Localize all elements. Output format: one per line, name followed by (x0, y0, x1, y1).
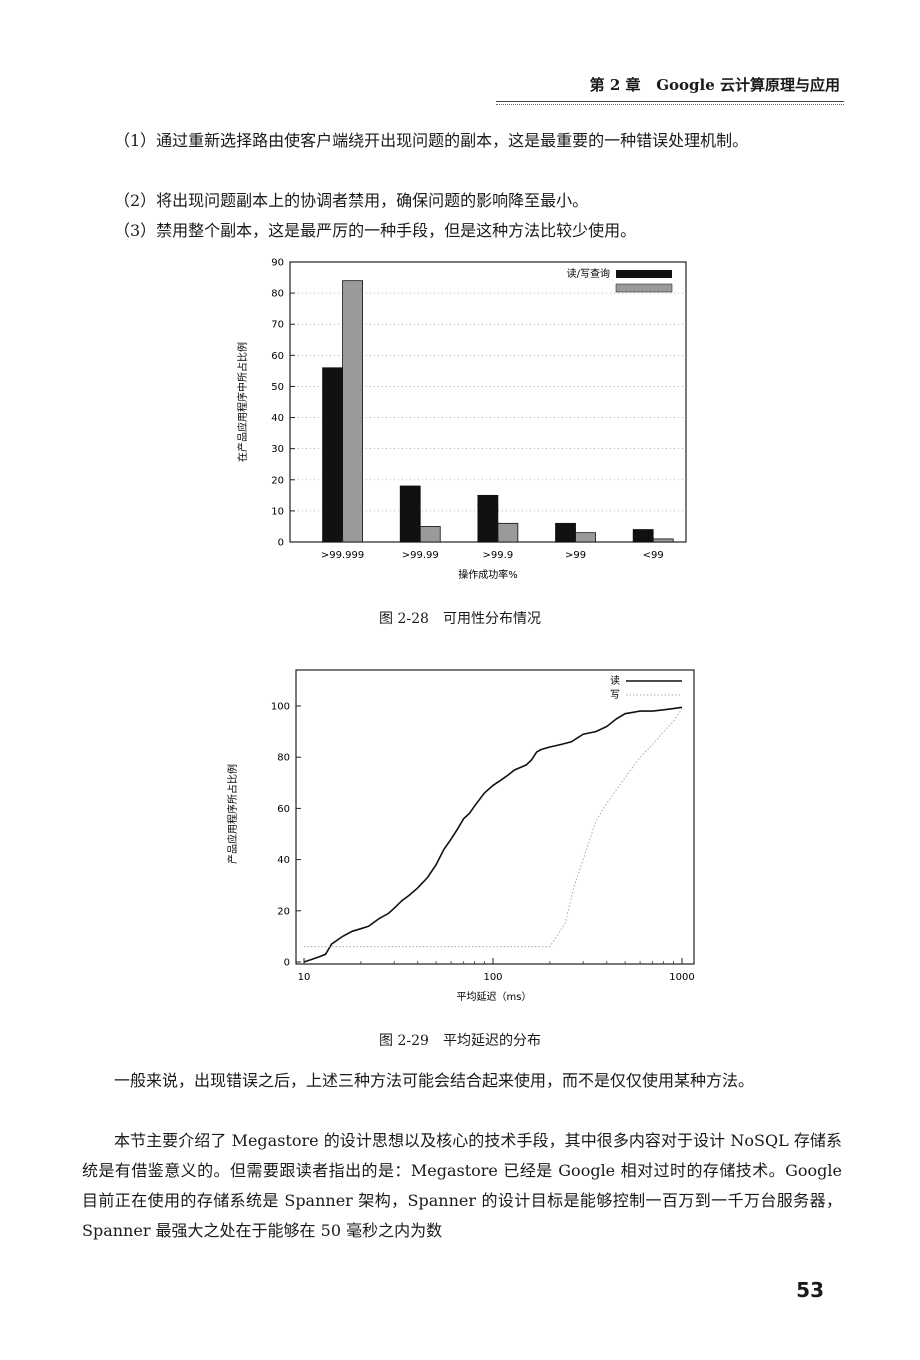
legend-swatch-dark (616, 270, 672, 278)
page-number: 53 (796, 1278, 824, 1302)
plot-frame (295, 669, 695, 965)
y-tick-label: 50 (271, 382, 284, 393)
x-tick-label: <99 (643, 550, 664, 561)
y-tick-label: 80 (277, 753, 290, 764)
bar (342, 280, 363, 543)
legend: 读 写 (610, 674, 682, 701)
y-tick-label: 90 (271, 258, 284, 269)
figure-caption-1: 图 2-28 可用性分布情况 (379, 611, 541, 627)
paragraph-summary: 本节主要介绍了 Megastore 的设计思想以及核心的技术手段，其中很多内容对… (82, 1131, 842, 1240)
y-tick-label: 80 (271, 289, 284, 300)
y-axis-label: 在产品应用程序中所占比例 (236, 342, 249, 462)
x-tick-label: 100 (483, 972, 502, 983)
x-tick-label: 10 (298, 972, 311, 983)
y-tick-label: 20 (271, 475, 284, 486)
latency-line-chart: 0 20 40 60 80 100 10 100 1000 读 写 产品应用程序所占比例 平均… (226, 669, 695, 1003)
y-axis-label: 产品应用程序所占比例 (226, 764, 239, 864)
y-tick-label: 0 (284, 958, 290, 969)
y-tick-label: 20 (277, 906, 290, 917)
paragraph-item-3: （3）禁用整个副本，这是最严厉的一种手段，但是这种方法比较少使用。 (114, 221, 637, 240)
y-tick-label: 60 (271, 351, 284, 362)
y-tick-label: 70 (271, 320, 284, 331)
chapter-label: 第 2 章 (589, 76, 641, 94)
figure-caption-2: 图 2-29 平均延迟的分布 (379, 1033, 541, 1049)
bar (632, 529, 654, 543)
x-tick-label: 1000 (669, 972, 694, 983)
paragraph-conclusion: 一般来说，出现错误之后，上述三种方法可能会结合起来使用，而不是仅仅使用某种方法。 (114, 1071, 755, 1090)
legend: 读/写查询 (567, 267, 673, 293)
y-tick-label: 30 (271, 444, 284, 455)
legend-label: 读/写查询 (567, 267, 610, 280)
paragraph-item-2: （2）将出现问题副本上的协调者禁用，确保问题的影响降至最小。 (114, 191, 589, 210)
y-tick-label: 0 (278, 538, 284, 549)
legend-write-label: 写 (610, 689, 620, 701)
legend-read-label: 读 (610, 674, 620, 687)
bar (497, 522, 519, 543)
bar (575, 532, 596, 543)
chapter-title: Google 云计算原理与应用 (656, 76, 840, 94)
y-tick-label: 10 (271, 506, 284, 517)
y-tick-label: 100 (271, 702, 290, 713)
series-line-read (303, 706, 683, 963)
x-tick-label: >99.9 (483, 550, 514, 561)
series-line-write (304, 708, 683, 948)
bar (419, 526, 441, 543)
legend-swatch-gray (615, 283, 673, 293)
y-tick-label: 40 (277, 855, 290, 866)
x-tick-label: >99.99 (402, 550, 439, 561)
y-tick-label: 40 (271, 413, 284, 424)
x-tick-label: >99 (565, 550, 586, 561)
paragraph-item-1: （1）通过重新选择路由使客户端绕开出现问题的副本，这是最重要的一种错误处理机制。 (114, 131, 749, 150)
header-rule-dotted (496, 104, 844, 105)
bar (322, 367, 343, 543)
x-axis-label: 操作成功率% (458, 568, 518, 581)
y-tick-label: 60 (277, 804, 290, 815)
x-axis-label: 平均延迟（ms） (457, 990, 532, 1003)
bar (399, 485, 421, 543)
bar (652, 538, 674, 543)
x-tick-label: >99.999 (321, 550, 364, 561)
bar (555, 522, 576, 543)
availability-bar-chart: 0 10 20 30 40 50 60 70 80 90 >99.999 >99.99 >99.9 >9… (236, 258, 687, 581)
running-header: 第 2 章 Google 云计算原理与应用 (80, 74, 840, 100)
bar (477, 494, 499, 543)
header-rule (496, 101, 844, 102)
